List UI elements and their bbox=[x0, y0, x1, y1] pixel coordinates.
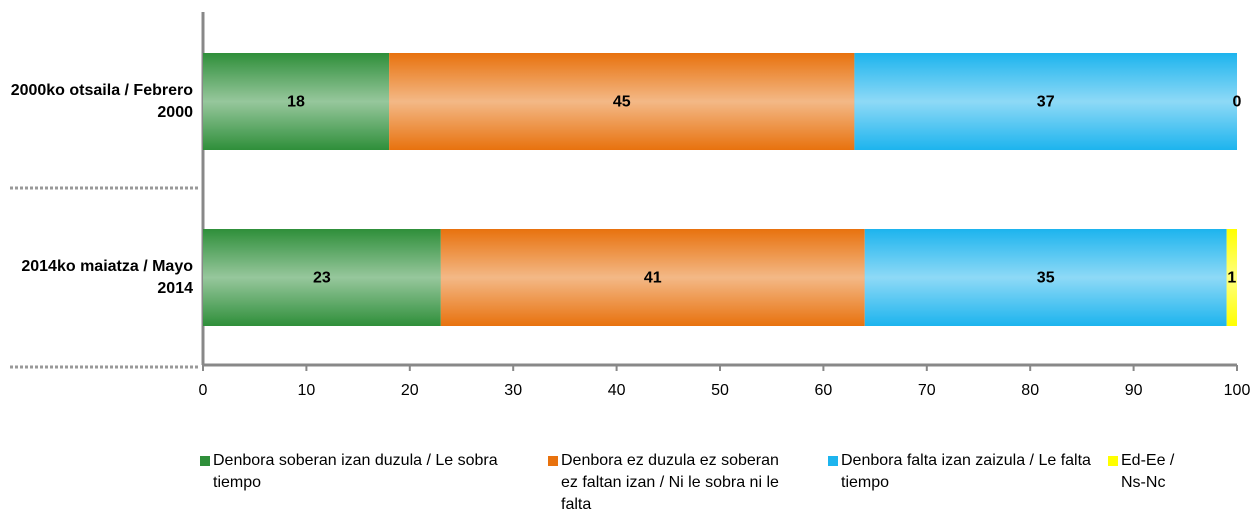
legend-swatch bbox=[1108, 456, 1118, 466]
data-label: 45 bbox=[613, 94, 631, 111]
category-label: 2000ko otsaila / Febrero 2000 bbox=[10, 81, 193, 121]
legend-label: Denbora ez duzula ez soberan ez faltan i… bbox=[561, 452, 779, 513]
bar-shine bbox=[203, 229, 441, 326]
data-label: 41 bbox=[644, 270, 662, 287]
legend-swatch bbox=[548, 456, 558, 466]
bar-shine bbox=[854, 53, 1237, 150]
bar-shine bbox=[864, 229, 1227, 326]
x-tick-label: 40 bbox=[608, 382, 626, 399]
data-label: 0 bbox=[1233, 94, 1242, 111]
data-label: 1 bbox=[1227, 270, 1236, 287]
x-tick-label: 80 bbox=[1021, 382, 1039, 399]
data-label: 37 bbox=[1037, 94, 1055, 111]
x-tick-label: 30 bbox=[504, 382, 522, 399]
legend-item: Denbora soberan izan duzula / Le sobra t… bbox=[200, 450, 515, 494]
data-label: 35 bbox=[1037, 270, 1055, 287]
x-tick-label: 0 bbox=[199, 382, 208, 399]
bar-shine bbox=[1226, 229, 1237, 326]
legend-label: Denbora falta izan zaizula / Le falta ti… bbox=[841, 452, 1091, 491]
legend-label: Denbora soberan izan duzula / Le sobra t… bbox=[213, 452, 498, 491]
legend-item: Ed-Ee / Ns-Nc bbox=[1108, 450, 1188, 494]
legend-swatch bbox=[200, 456, 210, 466]
legend-label: Ed-Ee / Ns-Nc bbox=[1121, 452, 1175, 491]
x-tick-label: 90 bbox=[1125, 382, 1143, 399]
legend-item: Denbora ez duzula ez soberan ez faltan i… bbox=[548, 450, 788, 516]
x-tick-label: 10 bbox=[298, 382, 316, 399]
data-label: 23 bbox=[313, 270, 331, 287]
legend-swatch bbox=[828, 456, 838, 466]
x-tick-label: 70 bbox=[918, 382, 936, 399]
bar-shine bbox=[440, 229, 865, 326]
x-tick-label: 50 bbox=[711, 382, 729, 399]
bar-shine bbox=[389, 53, 855, 150]
x-tick-label: 20 bbox=[401, 382, 419, 399]
bar-shine bbox=[203, 53, 390, 150]
data-label: 18 bbox=[287, 94, 305, 111]
x-tick-label: 100 bbox=[1224, 382, 1251, 399]
category-label: 2014ko maiatza / Mayo 2014 bbox=[21, 257, 193, 297]
x-tick-label: 60 bbox=[815, 382, 833, 399]
legend-item: Denbora falta izan zaizula / Le falta ti… bbox=[828, 450, 1103, 494]
